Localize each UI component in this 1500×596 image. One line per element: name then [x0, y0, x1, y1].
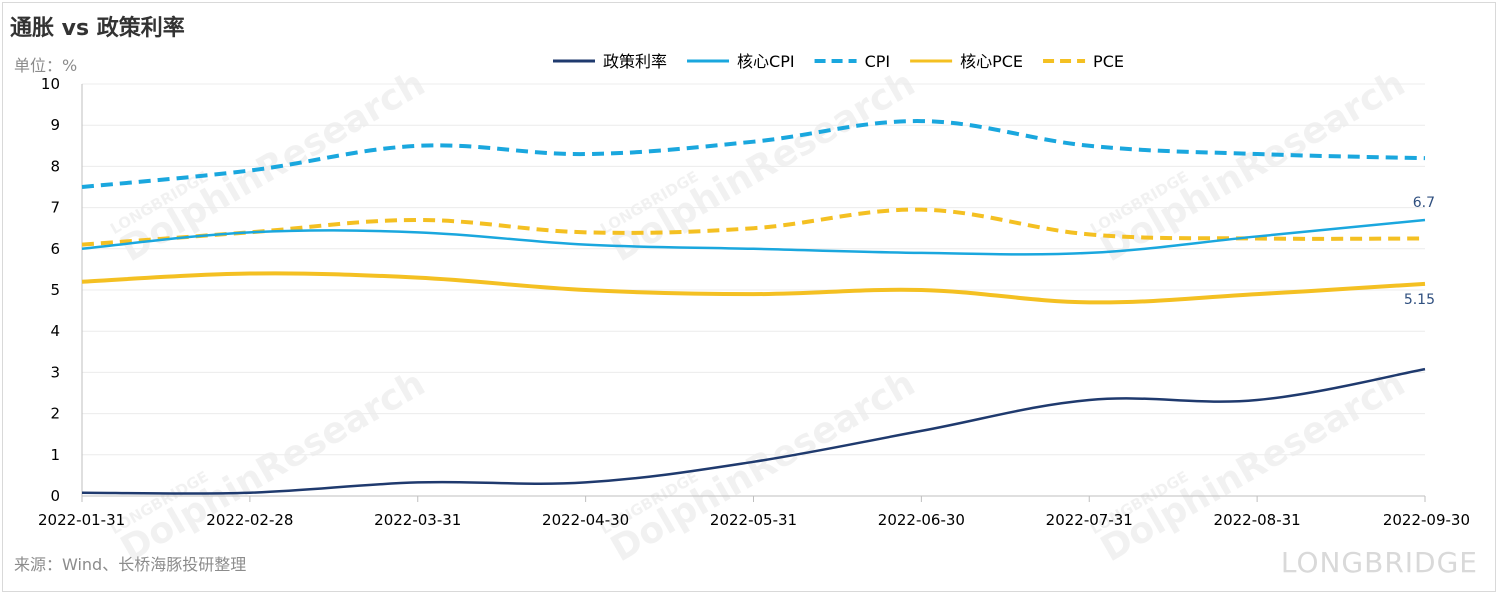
series-line-cpi	[81, 119, 1426, 189]
y-tick-label: 10	[41, 75, 60, 93]
y-tick-label: 5	[50, 281, 60, 299]
y-tick-label: 3	[50, 363, 60, 381]
x-tick-label: 2022-01-31	[38, 511, 125, 529]
x-tick-label: 2022-07-31	[1046, 511, 1133, 529]
x-tick-label: 2022-08-31	[1214, 511, 1301, 529]
y-tick-label: 6	[50, 240, 60, 258]
x-tick-label: 2022-02-28	[206, 511, 293, 529]
legend-label: 核心PCE	[960, 52, 1023, 71]
watermark-text: DolphinResearch	[604, 363, 922, 570]
legend-label: 核心CPI	[737, 52, 795, 71]
x-tick-label: 2022-05-31	[710, 511, 797, 529]
series-line-policy	[81, 367, 1426, 495]
x-tick-label: 2022-04-30	[542, 511, 629, 529]
source-note: 来源：Wind、长桥海豚投研整理	[14, 555, 247, 574]
x-tick-label: 2022-09-30	[1383, 511, 1470, 529]
y-tick-label: 4	[50, 322, 60, 340]
y-tick-label: 0	[50, 487, 60, 505]
legend-label: 政策利率	[603, 52, 667, 71]
y-tick-label: 9	[50, 116, 60, 134]
y-tick-label: 8	[50, 157, 60, 175]
series-line-pce	[81, 207, 1426, 247]
x-tick-label: 2022-06-30	[878, 511, 965, 529]
legend-label: CPI	[865, 52, 891, 71]
y-tick-label: 7	[50, 199, 60, 217]
series-line-core-pce	[81, 271, 1426, 305]
data-label: 6.7	[1413, 195, 1435, 211]
unit-label: 单位：%	[14, 56, 78, 75]
data-label: 5.15	[1404, 292, 1435, 308]
legend-label: PCE	[1093, 52, 1124, 71]
chart-title: 通胀 vs 政策利率	[10, 16, 185, 41]
series-line-core-cpi	[81, 218, 1426, 256]
watermark-text: DolphinResearch	[114, 363, 432, 570]
x-tick-label: 2022-03-31	[374, 511, 461, 529]
watermark-text: DolphinResearch	[1094, 363, 1412, 570]
brand-logo: LONGBRIDGE	[1280, 546, 1478, 579]
y-tick-label: 1	[50, 446, 60, 464]
y-tick-label: 2	[50, 405, 60, 423]
